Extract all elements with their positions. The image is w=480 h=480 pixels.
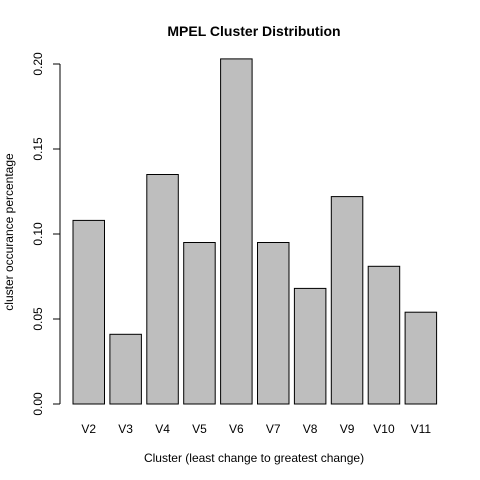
y-tick-label: 0.10 (31, 222, 45, 246)
y-tick-label: 0.00 (31, 392, 45, 416)
bar-v2 (72, 219, 105, 405)
x-axis-tick-labels: V2 V3 V4 V5 V6 V7 V8 V9 V10 V11 (81, 422, 431, 436)
bar-v9 (330, 196, 364, 405)
bar-v5 (183, 242, 216, 405)
x-axis-label: Cluster (least change to greatest change… (144, 451, 364, 465)
x-tick-label: V11 (411, 422, 432, 436)
bar-v11 (404, 311, 438, 405)
x-tick-label: V4 (155, 422, 170, 436)
x-tick-label: V7 (266, 422, 281, 436)
x-tick-label: V9 (340, 422, 355, 436)
x-tick-label: V5 (192, 422, 207, 436)
bar-v10 (367, 265, 401, 405)
bar-v6 (220, 58, 253, 405)
y-axis: 0.00 0.05 0.10 0.15 0.20 (31, 52, 61, 416)
bar-v3 (109, 333, 142, 405)
y-axis-label: cluster occurance percentage (2, 153, 16, 311)
bar-v8 (293, 287, 327, 405)
x-tick-label: V3 (118, 422, 133, 436)
y-tick-label: 0.05 (31, 307, 45, 331)
y-tick-label: 0.20 (31, 52, 45, 76)
x-tick-label: V8 (303, 422, 318, 436)
bar-v7 (257, 242, 290, 405)
bar-v4 (146, 174, 179, 405)
bars (72, 58, 438, 405)
x-tick-label: V6 (229, 422, 244, 436)
y-tick-label: 0.15 (31, 137, 45, 161)
chart-title: MPEL Cluster Distribution (167, 23, 340, 39)
x-tick-label: V10 (373, 422, 395, 436)
x-tick-label: V2 (81, 422, 96, 436)
